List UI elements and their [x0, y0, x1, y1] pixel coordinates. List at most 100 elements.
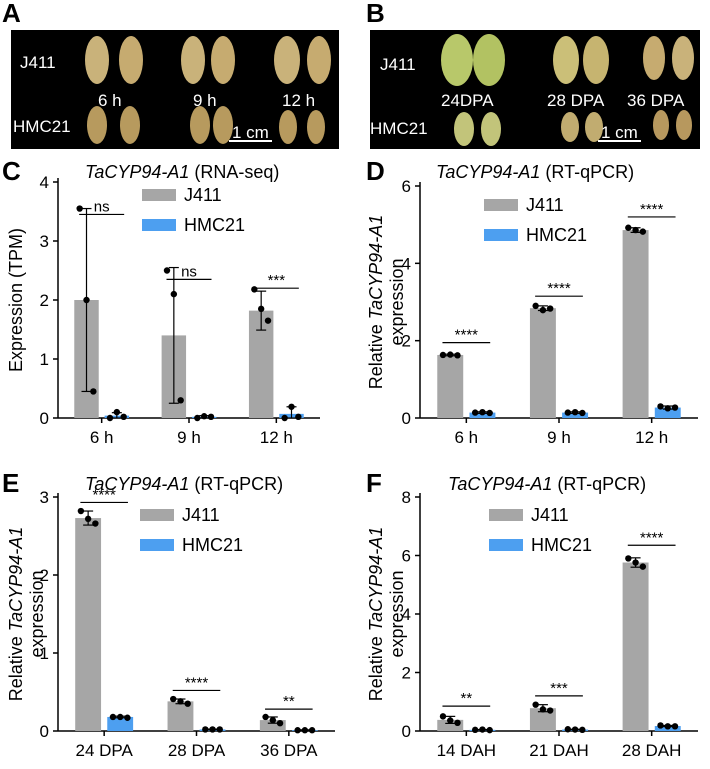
data-point-e — [109, 713, 117, 721]
data-point-d — [579, 409, 586, 417]
y-axis-label-prefix-f: Relative — [366, 631, 386, 701]
y-axis-label-d: Relative TaCYP94-A1 — [366, 215, 386, 389]
y-tick-label-f: 0 — [402, 722, 411, 741]
x-tick-label-f: 28 DAH — [622, 741, 682, 760]
y-axis-label-e: Relative TaCYP94-A1 — [6, 527, 26, 701]
y-tick-label-d: 6 — [402, 177, 411, 196]
chart-title-method-c: (RNA-seq) — [189, 162, 279, 182]
panel-a-time1: 6 h — [98, 91, 122, 110]
x-tick-label-c: 12 h — [260, 428, 293, 447]
y-tick-label-c: 2 — [40, 291, 49, 310]
data-point-e — [294, 727, 301, 734]
data-point-d — [471, 409, 479, 416]
chart-title-method-f: (RT-qPCR) — [552, 474, 646, 494]
bar-j411-f — [529, 708, 556, 731]
data-point-f — [486, 726, 493, 734]
legend-label-j411-d: J411 — [526, 195, 564, 215]
y-tick-label-e: 3 — [40, 488, 49, 507]
legend-label-j411-c: J411 — [184, 185, 222, 205]
bar-j411-d — [437, 354, 464, 418]
legend-swatch-hmc21-d — [484, 229, 518, 241]
panel-b-time2: 28 DPA — [547, 91, 605, 110]
chart-title-gene-c: TaCYP94-A1 — [85, 162, 189, 182]
data-point-c — [288, 403, 295, 410]
chart-d: D TaCYP94-A1 (RT-qPCR) 0 2 4 6 Relative TaCYP9… — [366, 156, 698, 447]
chart-title-e: TaCYP94-A1 (RT-qPCR) — [85, 474, 283, 494]
panel-b: B J411 HMC21 24DPA 28 DPA 36 DPA 1 cm — [366, 0, 700, 149]
data-point-c — [251, 286, 258, 293]
data-point-f — [671, 723, 679, 730]
y-axis-label-prefix-e: Relative — [6, 631, 26, 701]
y-axis-label-prefix-d: Relative — [366, 319, 386, 389]
chart-title-f: TaCYP94-A1 (RT-qPCR) — [448, 474, 646, 494]
sig-label-d: **** — [455, 327, 479, 344]
data-point-f — [539, 706, 547, 713]
chart-f: F TaCYP94-A1 (RT-qPCR) 0 2 4 6 8 Relative TaCYP… — [366, 468, 698, 760]
x-tick-label-f: 14 DAH — [437, 741, 497, 760]
data-point-d — [539, 306, 547, 314]
data-point-e — [92, 520, 99, 527]
sig-label-e: **** — [185, 674, 209, 691]
data-point-e — [262, 713, 269, 721]
panel-a-grains-row1 — [85, 36, 331, 84]
data-point-d — [479, 409, 486, 416]
sig-label-c: *** — [268, 272, 286, 289]
data-point-c — [76, 205, 83, 212]
data-point-f — [447, 717, 454, 724]
y-tick-label-e: 2 — [40, 566, 49, 585]
data-point-e — [116, 713, 124, 721]
data-point-f — [632, 559, 639, 566]
sig-label-d: **** — [547, 280, 571, 297]
data-point-c — [106, 414, 114, 422]
panel-a-row2-label: HMC21 — [13, 117, 71, 136]
data-point-f — [639, 563, 647, 570]
data-point-c — [295, 413, 302, 421]
chart-title-gene-f: TaCYP94-A1 — [448, 474, 552, 494]
data-point-e — [276, 720, 284, 727]
legend-swatch-hmc21-c — [142, 219, 176, 231]
data-point-e — [184, 700, 191, 707]
y-tick-label-c: 3 — [40, 232, 49, 251]
legend-swatch-hmc21-f — [489, 539, 523, 551]
data-point-c — [257, 305, 265, 313]
data-point-c — [90, 388, 97, 395]
bar-j411-d — [622, 230, 649, 418]
data-point-c — [113, 408, 121, 416]
chart-title-method-d: (RT-qPCR) — [540, 162, 634, 182]
sig-label-f: **** — [640, 529, 664, 546]
legend-label-hmc21-d: HMC21 — [526, 225, 587, 245]
data-point-f — [625, 555, 632, 562]
data-point-e — [84, 515, 92, 523]
y-tick-label-c: 4 — [40, 173, 49, 192]
sig-label-c: ns — [94, 198, 110, 215]
panel-a-row1-label: J411 — [20, 53, 56, 72]
sig-label-f: ** — [460, 690, 472, 707]
panel-b-grains-row1 — [441, 34, 694, 86]
data-point-c — [170, 290, 178, 298]
bar-j411-d — [529, 308, 556, 418]
data-point-e — [269, 716, 277, 724]
y-tick-label-f: 8 — [402, 488, 411, 507]
x-tick-label-d: 12 h — [635, 428, 668, 447]
data-point-c — [83, 296, 90, 304]
panel-letter-b: B — [366, 0, 385, 28]
y-tick-label-f: 6 — [402, 547, 411, 566]
panel-b-scale-label: 1 cm — [601, 123, 638, 142]
data-point-e — [202, 726, 209, 733]
data-point-f — [454, 719, 461, 727]
chart-e: E TaCYP94-A1 (RT-qPCR) 0 1 2 3 Relative TaCYP9… — [2, 468, 335, 760]
bar-j411-f — [437, 719, 464, 731]
y-tick-label-d: 0 — [402, 409, 411, 428]
x-tick-label-c: 9 h — [177, 428, 201, 447]
data-point-d — [571, 409, 579, 416]
legend-label-hmc21-e: HMC21 — [182, 535, 243, 555]
panel-b-grains-row2 — [454, 110, 692, 146]
data-point-f — [664, 723, 671, 730]
legend-label-hmc21-f: HMC21 — [531, 535, 592, 555]
data-point-f — [546, 707, 554, 714]
data-point-e — [301, 727, 309, 734]
legend-swatch-j411-f — [489, 509, 523, 521]
panel-letter-c: C — [2, 156, 21, 186]
legend-swatch-hmc21-e — [140, 539, 174, 551]
panel-b-time3: 36 DPA — [627, 91, 685, 110]
